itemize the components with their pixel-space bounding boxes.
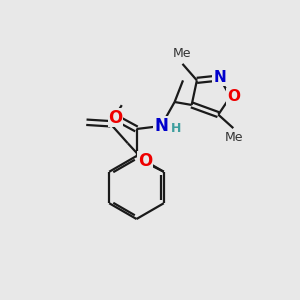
Text: Me: Me [173, 47, 192, 60]
Text: O: O [227, 89, 240, 104]
Text: O: O [108, 109, 123, 127]
Text: Me: Me [225, 130, 243, 143]
Text: H: H [171, 122, 181, 135]
Text: /: / [84, 121, 85, 123]
Text: N: N [154, 117, 168, 135]
Text: O: O [138, 152, 152, 170]
Text: N: N [213, 70, 226, 86]
